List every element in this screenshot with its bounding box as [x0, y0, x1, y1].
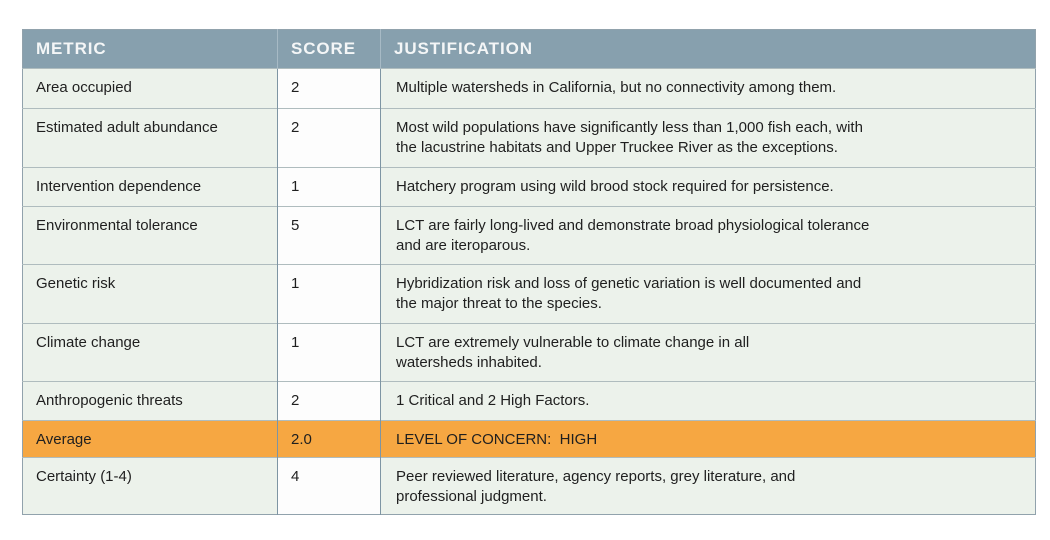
justification-cell: Most wild populations have significantly…	[380, 108, 1036, 168]
table-row-area-occupied: Area occupied 2 Multiple watersheds in C…	[22, 68, 1036, 109]
justification-cell: LEVEL OF CONCERN: HIGH	[380, 420, 1036, 458]
metric-cell: Area occupied	[22, 68, 278, 109]
metrics-table: METRIC SCORE JUSTIFICATION Area occupied…	[22, 29, 1036, 515]
score-cell: 1	[277, 264, 381, 324]
score-cell: 2	[277, 68, 381, 109]
score-cell: 4	[277, 457, 381, 515]
column-header-justification: JUSTIFICATION	[380, 29, 1036, 69]
table-row-climate-change: Climate change 1 LCT are extremely vulne…	[22, 323, 1036, 382]
table-row-estimated-adult-abundance: Estimated adult abundance 2 Most wild po…	[22, 108, 1036, 168]
justification-cell: Hatchery program using wild brood stock …	[380, 167, 1036, 207]
justification-cell: Peer reviewed literature, agency reports…	[380, 457, 1036, 515]
metrics-table-container: METRIC SCORE JUSTIFICATION Area occupied…	[22, 29, 1036, 515]
metric-cell: Average	[22, 420, 278, 458]
metric-cell: Anthropogenic threats	[22, 381, 278, 421]
score-cell: 2	[277, 381, 381, 421]
metric-cell: Genetic risk	[22, 264, 278, 324]
column-header-metric: METRIC	[22, 29, 278, 69]
metric-cell: Intervention dependence	[22, 167, 278, 207]
column-header-score: SCORE	[277, 29, 381, 69]
justification-cell: Hybridization risk and loss of genetic v…	[380, 264, 1036, 324]
table-row-average-highlighted: Average 2.0 LEVEL OF CONCERN: HIGH	[22, 420, 1036, 458]
justification-cell: 1 Critical and 2 High Factors.	[380, 381, 1036, 421]
metric-cell: Certainty (1-4)	[22, 457, 278, 515]
table-row-anthropogenic-threats: Anthropogenic threats 2 1 Critical and 2…	[22, 381, 1036, 421]
score-cell: 2	[277, 108, 381, 168]
table-row-certainty: Certainty (1-4) 4 Peer reviewed literatu…	[22, 457, 1036, 515]
justification-cell: Multiple watersheds in California, but n…	[380, 68, 1036, 109]
metric-cell: Climate change	[22, 323, 278, 382]
score-cell: 1	[277, 167, 381, 207]
metric-cell: Environmental tolerance	[22, 206, 278, 265]
table-row-genetic-risk: Genetic risk 1 Hybridization risk and lo…	[22, 264, 1036, 324]
table-row-intervention-dependence: Intervention dependence 1 Hatchery progr…	[22, 167, 1036, 207]
header-row: METRIC SCORE JUSTIFICATION	[22, 29, 1036, 69]
score-cell: 1	[277, 323, 381, 382]
score-cell: 5	[277, 206, 381, 265]
score-cell: 2.0	[277, 420, 381, 458]
justification-cell: LCT are fairly long-lived and demonstrat…	[380, 206, 1036, 265]
table-row-environmental-tolerance: Environmental tolerance 5 LCT are fairly…	[22, 206, 1036, 265]
metric-cell: Estimated adult abundance	[22, 108, 278, 168]
justification-cell: LCT are extremely vulnerable to climate …	[380, 323, 1036, 382]
